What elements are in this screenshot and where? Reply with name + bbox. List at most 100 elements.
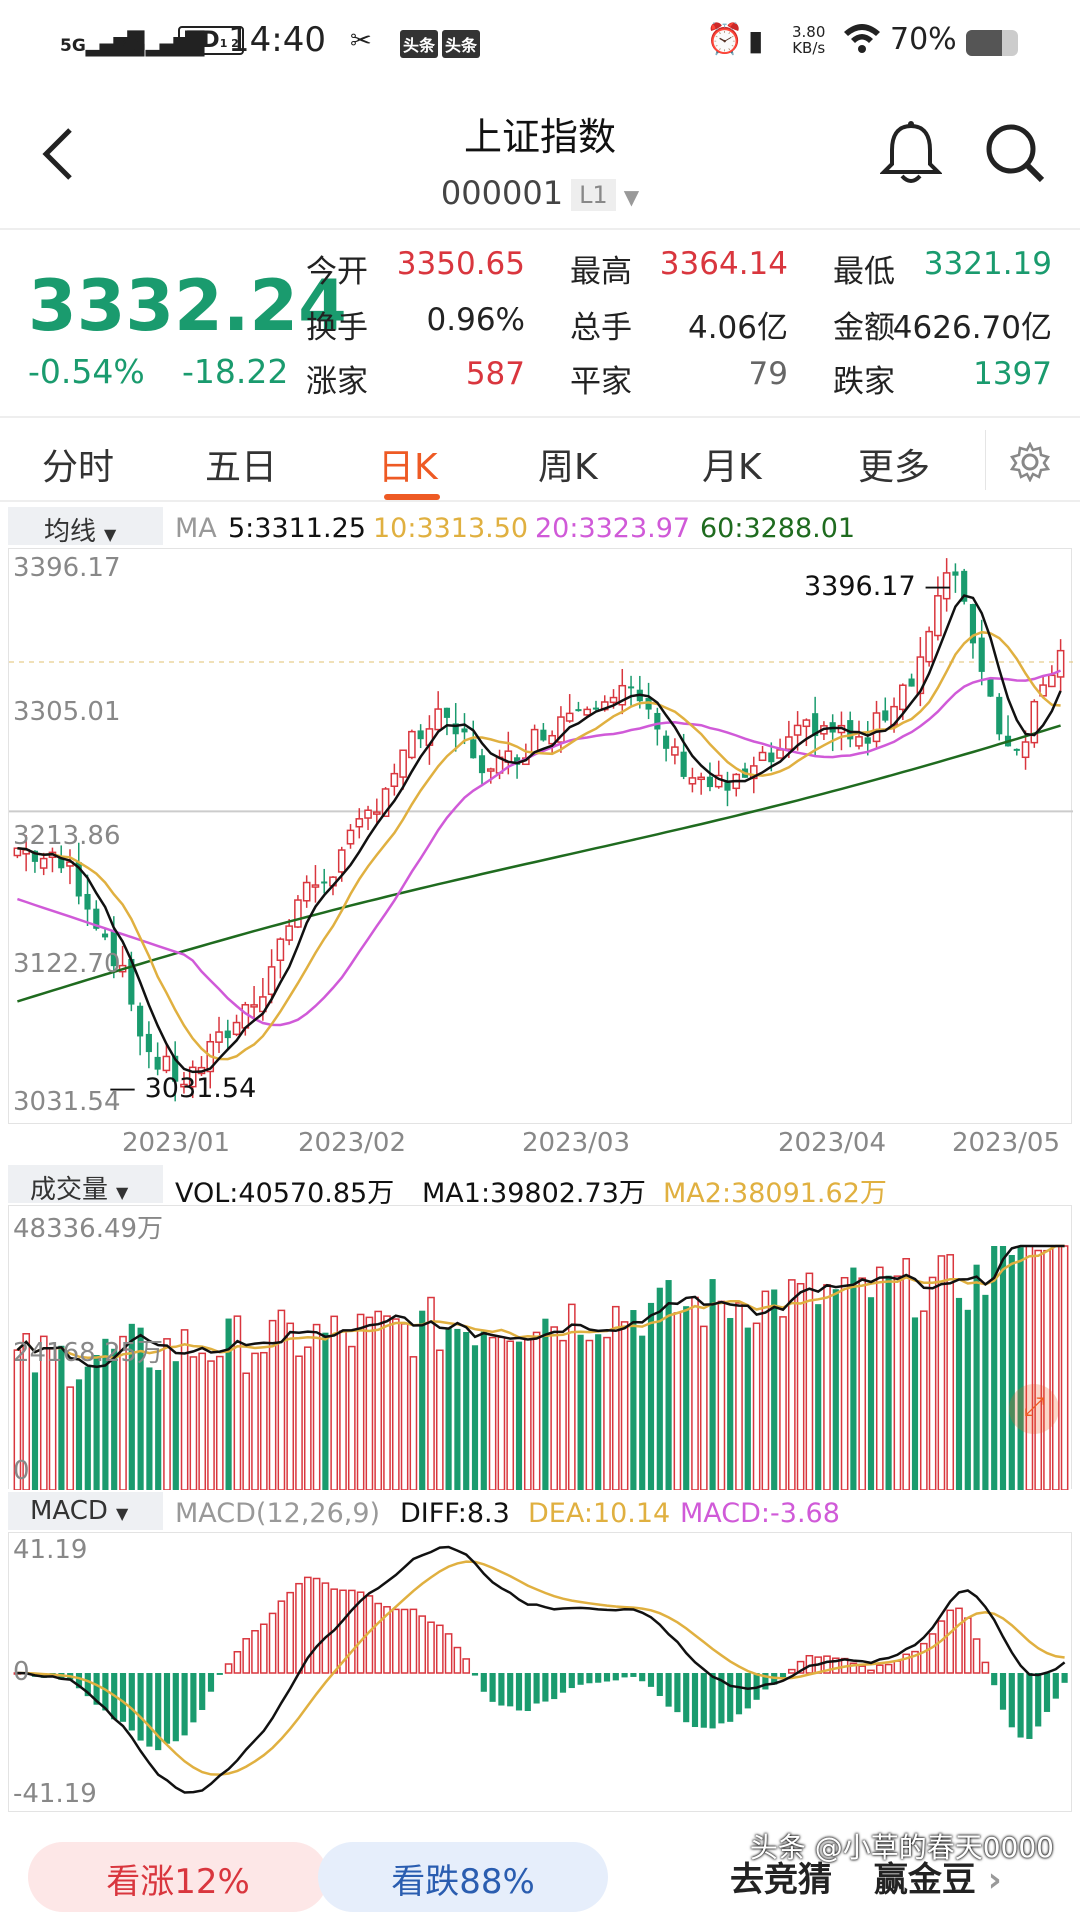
volume-bar-up xyxy=(937,1255,946,1490)
quote-label: 今开 xyxy=(306,254,368,290)
candle-up xyxy=(276,938,285,961)
macd-bar-down xyxy=(480,1673,487,1692)
tab-1[interactable]: 五日 xyxy=(205,447,278,488)
change-percent: -0.54% xyxy=(28,352,145,391)
volume-bar-down xyxy=(656,1287,663,1490)
tab-2[interactable]: 日K xyxy=(378,447,438,488)
macd-bar-down xyxy=(718,1673,725,1724)
candle-up xyxy=(855,736,863,747)
ma10-value: 10:3313.50 xyxy=(373,513,529,544)
watermark: 头条 @小草的春天0000 xyxy=(749,1831,1054,1864)
macd-legend: MACD ▼ MACD(12,26,9) DIFF:8.3 DEA:10.14 M… xyxy=(0,1490,1080,1532)
tab-3[interactable]: 周K xyxy=(538,447,598,488)
candle-down xyxy=(864,737,871,744)
vol-ma1-value: MA1:39802.73万 xyxy=(422,1178,646,1209)
macd-bar-down xyxy=(999,1673,1007,1710)
low-marker: — 3031.54 xyxy=(109,1073,257,1104)
tab-5[interactable]: 更多 xyxy=(858,447,931,488)
bearish-vote-button[interactable]: 看跌88% xyxy=(318,1842,608,1912)
candle-down xyxy=(768,752,775,763)
expand-chart-button[interactable]: ⤢ xyxy=(1009,1384,1059,1434)
quote-label: 平家 xyxy=(570,364,632,400)
volume-bar-down xyxy=(991,1246,998,1490)
quote-value: 3350.65 xyxy=(396,246,525,282)
y-axis-label-2: 3305.01 xyxy=(13,697,121,727)
volume-chart[interactable]: 48336.49万 24168.25万 0 ⤢ xyxy=(8,1205,1072,1490)
bullish-vote-button[interactable]: 看涨12% xyxy=(28,1842,328,1912)
back-button[interactable] xyxy=(40,126,76,186)
candle-up xyxy=(302,881,311,902)
y-axis-label-top: 3396.17 xyxy=(13,553,121,583)
volume-bar-up xyxy=(497,1336,506,1490)
volume-bar-up xyxy=(207,1360,215,1490)
ma-legend: 均线 ▼ MA 5:3311.25 10:3313.50 20:3323.97 6… xyxy=(0,505,1080,547)
volume-bar-down xyxy=(982,1294,989,1490)
candle-up xyxy=(188,1066,197,1088)
macd-bar-up xyxy=(268,1612,277,1674)
macd-bar-down xyxy=(551,1673,558,1700)
volume-bar-up xyxy=(779,1316,787,1490)
volume-bar-up xyxy=(391,1318,400,1490)
signal-4g-label: 4G xyxy=(120,36,146,56)
quote-label: 换手 xyxy=(306,310,368,346)
indicator-dropdown-ma[interactable]: 均线 ▼ xyxy=(8,507,163,547)
volume-bar-up xyxy=(347,1345,356,1490)
chevron-left-icon xyxy=(42,128,72,180)
volume-bar-up xyxy=(488,1336,497,1490)
candle-up xyxy=(1056,649,1065,678)
volume-bar-down xyxy=(137,1327,144,1490)
candle-down xyxy=(58,855,65,869)
candle-up xyxy=(311,884,320,888)
candle-up xyxy=(749,765,758,780)
candle-down xyxy=(978,637,985,672)
alert-bell-button[interactable] xyxy=(879,120,943,190)
macd-bar-up xyxy=(224,1663,233,1674)
macd-bar-down xyxy=(507,1673,514,1707)
candle-up xyxy=(250,1004,258,1008)
tab-0[interactable]: 分时 xyxy=(42,447,115,488)
candle-up xyxy=(486,768,495,772)
macd-bar-down xyxy=(498,1673,505,1706)
candle-up xyxy=(530,728,539,754)
macd-bar-down xyxy=(568,1673,575,1689)
volume-bar-up xyxy=(761,1290,770,1490)
indicator-dropdown-volume[interactable]: 成交量 ▼ xyxy=(8,1165,163,1205)
date-label-apr: 2023/04 xyxy=(778,1128,887,1158)
volume-bar-down xyxy=(955,1297,963,1490)
macd-bar-up xyxy=(875,1664,884,1674)
volume-bar-down xyxy=(665,1280,672,1490)
candle-down xyxy=(417,730,424,740)
candle-up xyxy=(618,684,627,706)
candle-up xyxy=(372,811,381,815)
macd-bar-up xyxy=(919,1642,928,1674)
volume-bar-up xyxy=(805,1272,814,1490)
volume-bar-up xyxy=(875,1266,884,1490)
quote-value: 587 xyxy=(465,356,525,392)
macd-bar-down xyxy=(489,1673,496,1702)
volume-bar-down xyxy=(58,1345,65,1490)
volume-bar-up xyxy=(251,1352,259,1490)
tab-4[interactable]: 月K xyxy=(702,447,762,488)
macd-chart[interactable]: 41.19 0 -41.19 xyxy=(8,1532,1072,1812)
battery-percent: 70% xyxy=(890,22,957,57)
macd-y-bottom: -41.19 xyxy=(13,1779,97,1809)
macd-bar-down xyxy=(75,1673,83,1689)
volume-bar-up xyxy=(303,1346,312,1490)
indicator-dropdown-macd[interactable]: MACD ▼ xyxy=(8,1492,163,1530)
macd-bar-down xyxy=(1061,1673,1068,1683)
kline-chart[interactable]: 3396.17 3305.01 3213.86 3122.70 3031.54 … xyxy=(8,548,1073,1124)
macd-bar-up xyxy=(884,1663,893,1674)
quote-value: 0.96% xyxy=(426,302,525,338)
quote-label: 涨家 xyxy=(306,364,368,400)
candle-up xyxy=(688,777,697,785)
stock-code-selector[interactable]: 000001 L1 ▼ xyxy=(0,174,1080,212)
volume-bar-up xyxy=(22,1333,31,1490)
chart-settings-button[interactable] xyxy=(1009,441,1051,486)
current-price: 3332.24 xyxy=(28,265,347,347)
macd-bar-up xyxy=(867,1669,875,1674)
macd-bar-up xyxy=(858,1665,867,1674)
candle-down xyxy=(969,604,977,644)
search-button[interactable] xyxy=(984,122,1046,188)
candle-up xyxy=(232,1021,241,1036)
clock: 14:40 xyxy=(228,20,326,60)
